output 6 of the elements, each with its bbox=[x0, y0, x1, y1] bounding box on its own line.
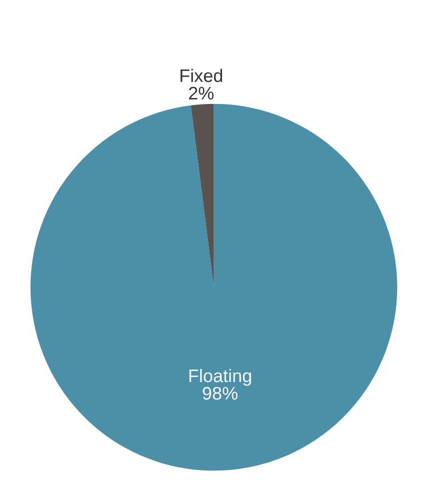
pie-slice bbox=[30, 104, 398, 471]
data-label: 2% bbox=[189, 86, 214, 100]
slice-label: Fixed bbox=[180, 68, 222, 82]
slice-label: Floating bbox=[189, 368, 252, 386]
data-label: 98% bbox=[202, 386, 238, 400]
pie-slice bbox=[190, 104, 214, 288]
